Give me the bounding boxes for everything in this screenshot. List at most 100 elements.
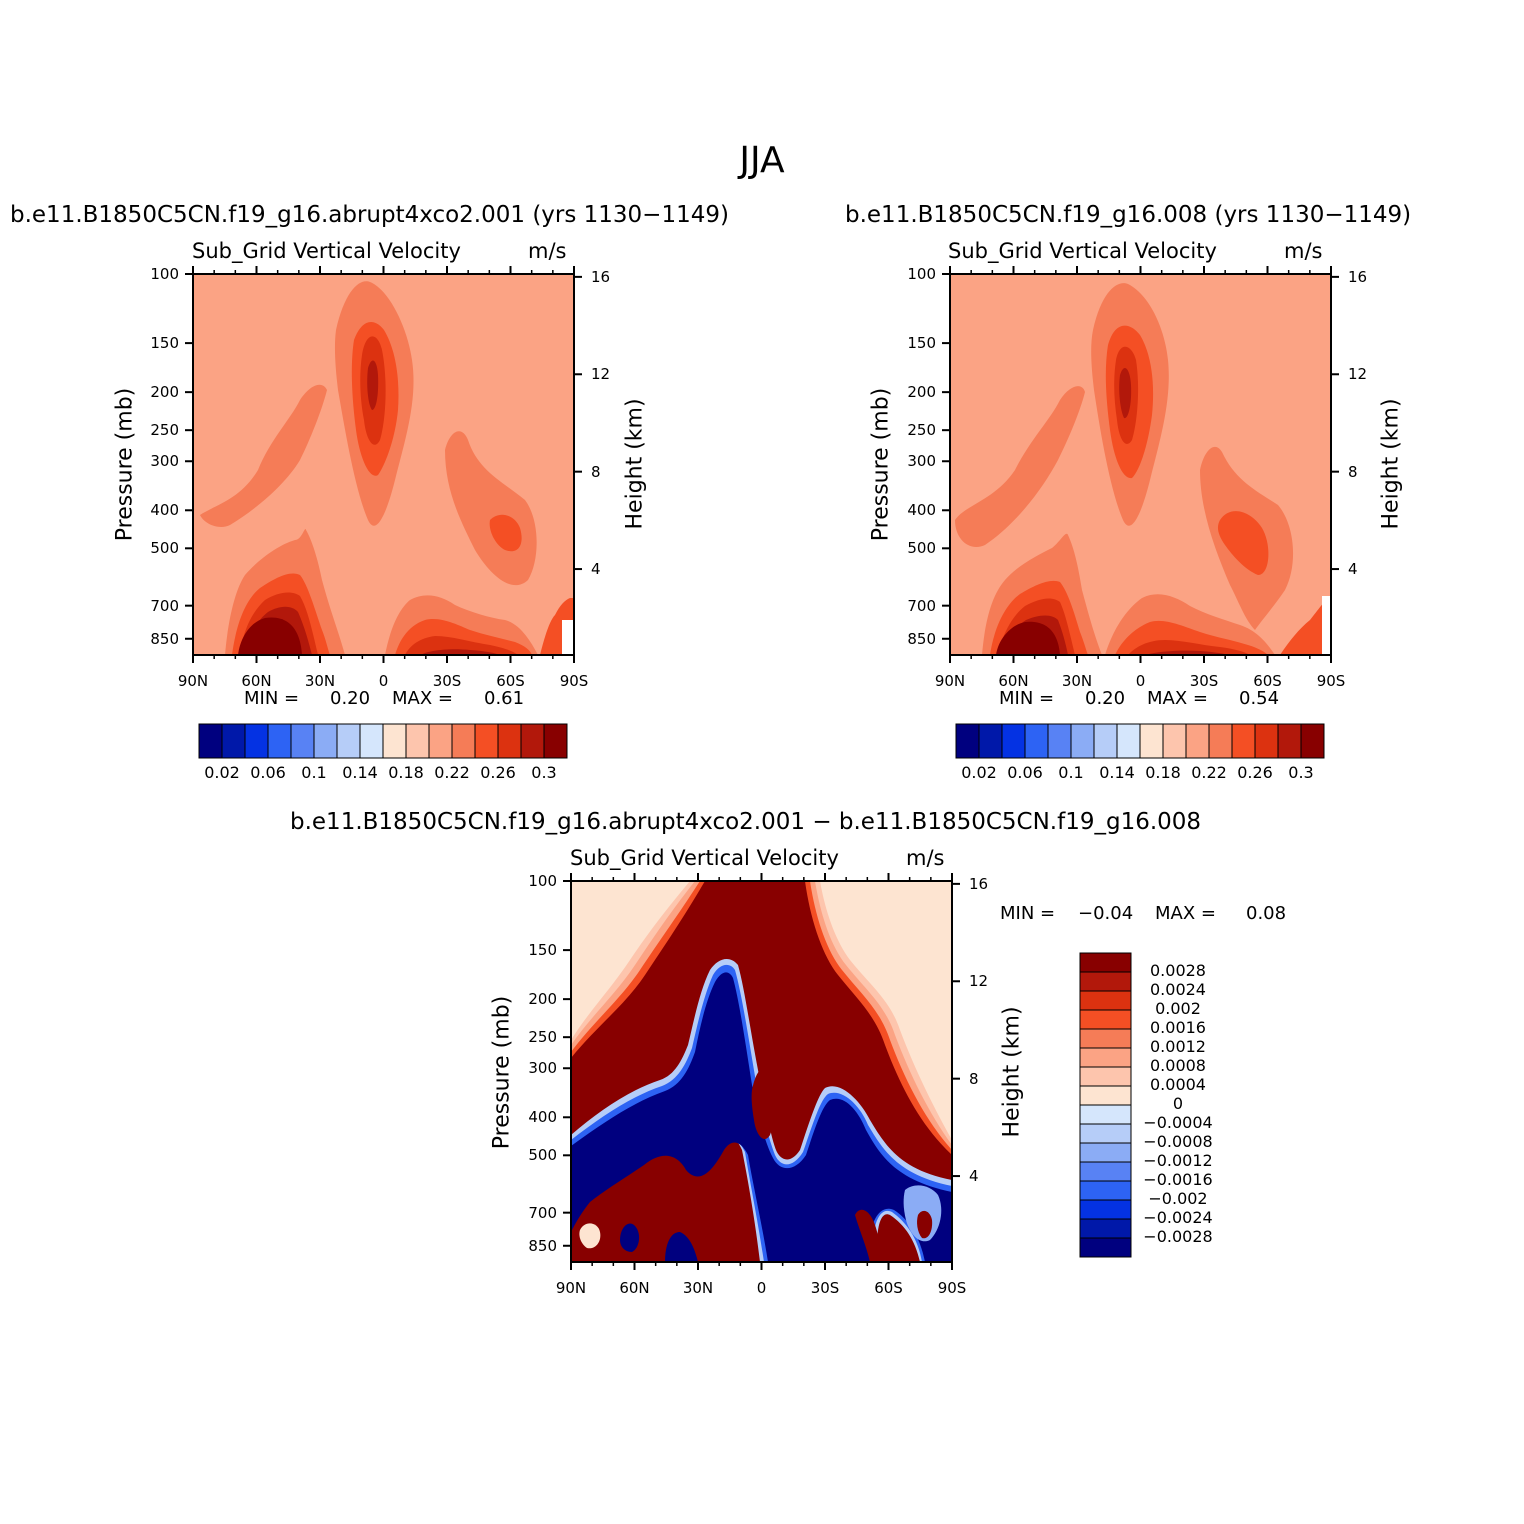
diff-colorbar-label: 0 [1172, 1094, 1184, 1113]
diff-colorbar-box [1079, 990, 1132, 1011]
diff-colorbar-box [1079, 1142, 1132, 1163]
diff-pressure-tick-label: 400 [528, 1108, 557, 1127]
diff-pressure-tick-label: 250 [528, 1028, 557, 1047]
left-pressure-tick-label: 300 [150, 452, 179, 471]
right-colorbar-box [1047, 723, 1072, 759]
diff-max-label: MAX = [1155, 903, 1216, 924]
right-pressure-tick-label: 100 [907, 265, 936, 283]
diff-lat-tick-label: 0 [756, 1279, 767, 1297]
diff-colorbar-label: −0.0012 [1143, 1151, 1213, 1170]
left-colorbar-box [474, 723, 499, 759]
right-pressure-tick-label: 300 [907, 452, 936, 471]
right-axes [942, 266, 1339, 663]
right-colorbar-box [1070, 723, 1095, 759]
left-colorbar-box [497, 723, 522, 759]
right-units: m/s [1284, 239, 1323, 263]
diff-colorbar-box [1079, 1009, 1132, 1030]
diff-pressure-tick-label: 700 [528, 1203, 557, 1222]
diff-colorbar-box [1079, 1123, 1132, 1144]
right-height-tick-label: 8 [1348, 462, 1358, 481]
diff-lat-tick-label: 30S [810, 1279, 840, 1297]
right-colorbar-label: 0.3 [1288, 763, 1314, 782]
diff-colorbar-label: −0.0016 [1143, 1170, 1213, 1189]
left-colorbar-label: 0.14 [342, 763, 378, 782]
right-colorbar-label: 0.18 [1145, 763, 1181, 782]
diff-pressure-tick-label: 850 [528, 1236, 557, 1255]
left-pressure-tick-label: 100 [150, 265, 179, 283]
right-colorbar-box [1162, 723, 1187, 759]
right-min-value: 0.20 [1085, 688, 1126, 709]
left-colorbar-box [290, 723, 315, 759]
left-colorbar-box [267, 723, 292, 759]
diff-colorbar-box [1079, 1047, 1132, 1068]
left-max-label: MAX = [392, 688, 453, 709]
left-pressure-tick-label: 700 [150, 596, 179, 615]
right-max-value: 0.54 [1239, 688, 1280, 709]
right-height-tick-label: 16 [1348, 267, 1368, 286]
right-contour-field [950, 274, 1331, 655]
diff-contour-field [571, 881, 952, 1262]
left-height-tick-label: 16 [591, 267, 611, 286]
main-title: JJA [739, 140, 785, 181]
right-pressure-tick-label: 200 [907, 383, 936, 402]
right-colorbar-label: 0.1 [1058, 763, 1084, 782]
left-pressure-tick-label: 400 [150, 501, 179, 520]
left-height-tick-label: 12 [591, 365, 611, 384]
diff-axes [563, 873, 960, 1270]
left-colorbar-label: 0.06 [250, 763, 286, 782]
diff-units: m/s [906, 846, 945, 870]
diff-colorbar-box [1079, 1218, 1132, 1239]
left-colorbar-box [244, 723, 269, 759]
right-min-label: MIN = [999, 688, 1055, 709]
diff-variable-title: Sub_Grid Vertical Velocity [570, 846, 839, 870]
diff-lat-tick-label: 90N [555, 1279, 587, 1297]
diff-min-value: −0.04 [1078, 903, 1134, 924]
diff-colorbar-label: 0.002 [1155, 999, 1201, 1018]
left-contour-field [193, 274, 574, 655]
left-lat-tick-label: 30S [432, 672, 462, 690]
left-colorbar-label: 0.3 [531, 763, 557, 782]
left-colorbar-label: 0.26 [480, 763, 516, 782]
diff-lat-tick-label: 60N [619, 1279, 650, 1297]
left-max-value: 0.61 [484, 688, 525, 709]
left-colorbar-label: 0.1 [301, 763, 327, 782]
left-lat-tick-label: 90S [559, 672, 589, 690]
left-case-title: b.e11.B1850C5CN.f19_g16.abrupt4xco2.001 … [10, 202, 729, 228]
left-colorbar-box [428, 723, 453, 759]
right-lat-tick-label: 90N [934, 672, 966, 690]
diff-colorbar-box [1079, 971, 1132, 992]
diff-colorbar-label: −0.0008 [1143, 1132, 1213, 1151]
left-pressure-tick-label: 150 [150, 334, 179, 353]
right-pressure-tick-label: 700 [907, 596, 936, 615]
right-colorbar-box [1024, 723, 1049, 759]
left-pressure-tick-label: 200 [150, 383, 179, 402]
left-colorbar-box [520, 723, 545, 759]
right-height-tick-label: 4 [1348, 560, 1358, 579]
left-min-label: MIN = [244, 688, 300, 709]
left-colorbar-label: 0.18 [388, 763, 424, 782]
left-lat-tick-label: 30N [304, 672, 336, 690]
right-colorbar-box [1001, 723, 1026, 759]
right-pressure-tick-label: 250 [907, 421, 936, 440]
right-colorbar-box [1208, 723, 1233, 759]
diff-lat-tick-label: 90S [937, 1279, 967, 1297]
diff-colorbar-label: 0.0028 [1150, 961, 1206, 980]
left-height-tick-label: 8 [591, 462, 601, 481]
left-variable-title: Sub_Grid Vertical Velocity [192, 239, 461, 263]
left-pressure-tick-label: 500 [150, 539, 179, 558]
right-colorbar-box [1185, 723, 1210, 759]
right-lat-tick-label: 60N [998, 672, 1029, 690]
left-pressure-tick-label: 250 [150, 421, 179, 440]
left-min-value: 0.20 [330, 688, 371, 709]
left-pressure-tick-label: 850 [150, 629, 179, 648]
right-pressure-tick-label: 500 [907, 539, 936, 558]
diff-lat-tick-label: 60S [874, 1279, 903, 1297]
left-colorbar-box [451, 723, 476, 759]
left-lat-tick-label: 60N [241, 672, 272, 690]
diff-colorbar-label: 0.0008 [1150, 1056, 1206, 1075]
left-lat-tick-label: 0 [378, 672, 389, 690]
diff-max-value: 0.08 [1246, 903, 1287, 924]
diff-colorbar-label: −0.0028 [1143, 1227, 1213, 1246]
right-lat-tick-label: 30S [1189, 672, 1219, 690]
diff-colorbar-box [1079, 1199, 1132, 1220]
